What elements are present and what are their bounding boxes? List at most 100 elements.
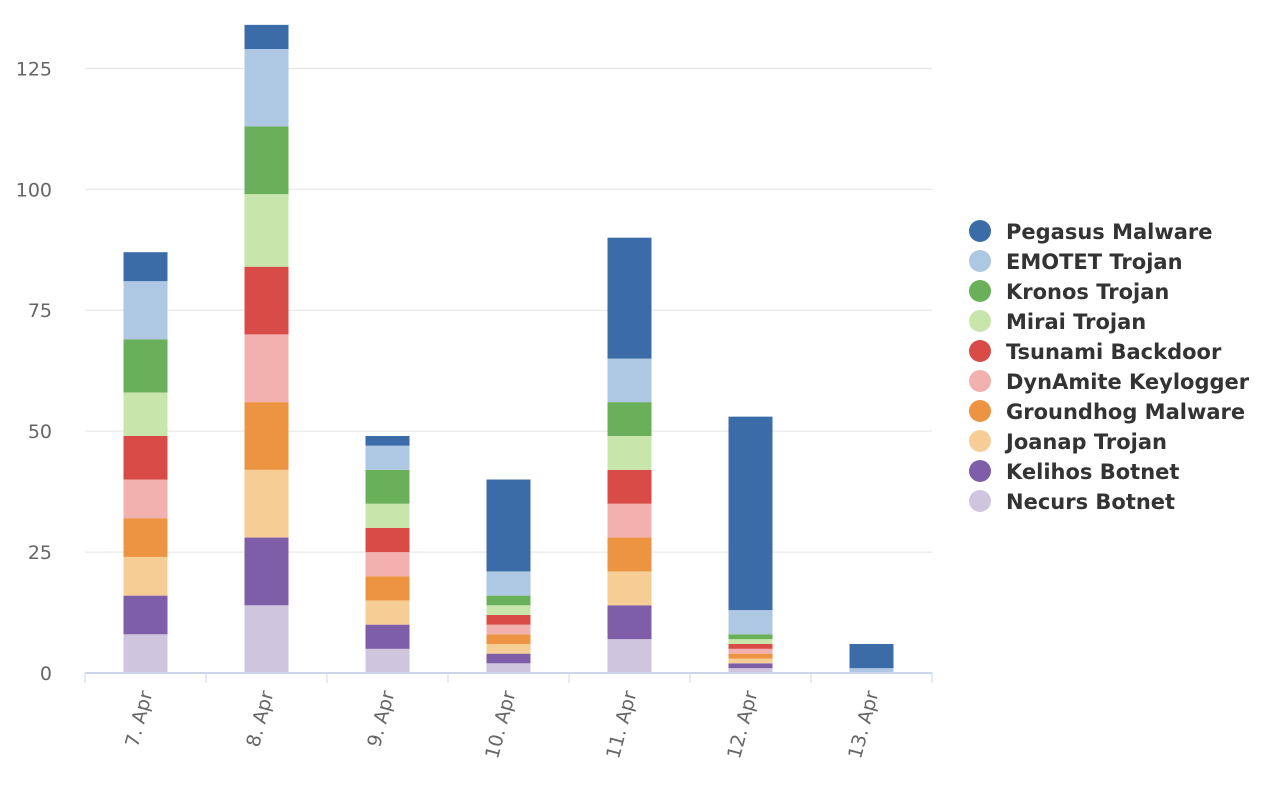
x-tick-label: 12. Apr bbox=[723, 688, 762, 761]
bar-emotet-trojan-9-apr[interactable] bbox=[365, 445, 410, 470]
bar-joanap-trojan-12-apr[interactable] bbox=[728, 658, 773, 664]
bar-kronos-trojan-11-apr[interactable] bbox=[607, 402, 652, 436]
bar-tsunami-backdoor-8-apr[interactable] bbox=[244, 266, 289, 335]
bar-groundhog-malware-12-apr[interactable] bbox=[728, 653, 773, 659]
bar-kelihos-botnet-12-apr[interactable] bbox=[728, 663, 773, 669]
x-tick-label: 7. Apr bbox=[121, 688, 157, 749]
bar-groundhog-malware-8-apr[interactable] bbox=[244, 402, 289, 470]
legend-item-dynamite-keylogger[interactable]: DynAmite Keylogger bbox=[969, 370, 1250, 394]
bar-dynamite-keylogger-12-apr[interactable] bbox=[728, 648, 773, 654]
x-tick-label: 10. Apr bbox=[481, 688, 520, 761]
bar-emotet-trojan-8-apr[interactable] bbox=[244, 49, 289, 127]
bar-joanap-trojan-10-apr[interactable] bbox=[486, 643, 531, 654]
y-tick-label: 25 bbox=[28, 542, 52, 564]
legend-label: Mirai Trojan bbox=[1006, 310, 1146, 334]
bar-necurs-botnet-9-apr[interactable] bbox=[365, 648, 410, 673]
bar-necurs-botnet-12-apr[interactable] bbox=[728, 668, 773, 673]
bar-kelihos-botnet-11-apr[interactable] bbox=[607, 605, 652, 640]
legend-marker bbox=[969, 220, 991, 242]
bar-dynamite-keylogger-9-apr[interactable] bbox=[365, 552, 410, 577]
legend-marker bbox=[969, 400, 991, 422]
bar-joanap-trojan-7-apr[interactable] bbox=[123, 556, 168, 596]
bar-tsunami-backdoor-10-apr[interactable] bbox=[486, 614, 531, 625]
bar-kelihos-botnet-10-apr[interactable] bbox=[486, 653, 531, 664]
legend-item-kelihos-botnet[interactable]: Kelihos Botnet bbox=[969, 460, 1179, 484]
legend-marker bbox=[969, 430, 991, 452]
bar-kelihos-botnet-7-apr[interactable] bbox=[123, 595, 168, 635]
legend-item-mirai-trojan[interactable]: Mirai Trojan bbox=[969, 310, 1146, 334]
bar-pegasus-malware-13-apr[interactable] bbox=[849, 643, 894, 669]
bar-pegasus-malware-9-apr[interactable] bbox=[365, 435, 410, 446]
bar-dynamite-keylogger-11-apr[interactable] bbox=[607, 503, 652, 538]
bar-mirai-trojan-10-apr[interactable] bbox=[486, 605, 531, 615]
bar-pegasus-malware-10-apr[interactable] bbox=[486, 479, 531, 572]
legend: Pegasus Malware EMOTET Trojan Kronos Troja… bbox=[969, 220, 1250, 514]
legend-marker bbox=[969, 340, 991, 362]
bar-necurs-botnet-11-apr[interactable] bbox=[607, 639, 652, 673]
bar-necurs-botnet-7-apr[interactable] bbox=[123, 634, 168, 673]
bar-pegasus-malware-12-apr[interactable] bbox=[728, 416, 773, 611]
bar-mirai-trojan-11-apr[interactable] bbox=[607, 435, 652, 470]
bar-joanap-trojan-8-apr[interactable] bbox=[244, 469, 289, 538]
legend-item-necurs-botnet[interactable]: Necurs Botnet bbox=[969, 490, 1175, 514]
bar-necurs-botnet-10-apr[interactable] bbox=[486, 663, 531, 673]
bar-dynamite-keylogger-10-apr[interactable] bbox=[486, 624, 531, 635]
bar-kronos-trojan-9-apr[interactable] bbox=[365, 469, 410, 504]
legend-label: Joanap Trojan bbox=[1004, 430, 1167, 454]
bar-kronos-trojan-7-apr[interactable] bbox=[123, 339, 168, 393]
legend-marker bbox=[969, 370, 991, 392]
bar-kelihos-botnet-9-apr[interactable] bbox=[365, 624, 410, 649]
bar-tsunami-backdoor-11-apr[interactable] bbox=[607, 469, 652, 504]
legend-label: DynAmite Keylogger bbox=[1006, 370, 1250, 394]
legend-item-tsunami-backdoor[interactable]: Tsunami Backdoor bbox=[969, 340, 1222, 364]
legend-marker bbox=[969, 280, 991, 302]
bar-dynamite-keylogger-8-apr[interactable] bbox=[244, 334, 289, 403]
legend-label: EMOTET Trojan bbox=[1006, 250, 1183, 274]
legend-marker bbox=[969, 250, 991, 272]
bar-mirai-trojan-12-apr[interactable] bbox=[728, 639, 773, 644]
bar-kronos-trojan-12-apr[interactable] bbox=[728, 634, 773, 640]
bar-mirai-trojan-8-apr[interactable] bbox=[244, 194, 289, 267]
bar-pegasus-malware-7-apr[interactable] bbox=[123, 252, 168, 282]
bar-necurs-botnet-8-apr[interactable] bbox=[244, 605, 289, 673]
legend-item-joanap-trojan[interactable]: Joanap Trojan bbox=[969, 430, 1167, 454]
bar-emotet-trojan-12-apr[interactable] bbox=[728, 610, 773, 635]
bar-joanap-trojan-11-apr[interactable] bbox=[607, 571, 652, 606]
bar-groundhog-malware-10-apr[interactable] bbox=[486, 634, 531, 644]
bar-pegasus-malware-11-apr[interactable] bbox=[607, 237, 652, 359]
bar-groundhog-malware-11-apr[interactable] bbox=[607, 537, 652, 572]
x-tick-label: 8. Apr bbox=[242, 688, 278, 749]
bar-mirai-trojan-7-apr[interactable] bbox=[123, 392, 168, 436]
gridlines bbox=[85, 67, 932, 553]
legend-item-groundhog-malware[interactable]: Groundhog Malware bbox=[969, 400, 1245, 424]
y-tick-label: 50 bbox=[28, 421, 52, 443]
bar-tsunami-backdoor-12-apr[interactable] bbox=[728, 643, 773, 649]
bar-tsunami-backdoor-9-apr[interactable] bbox=[365, 527, 410, 553]
x-tick-label: 13. Apr bbox=[844, 688, 883, 761]
legend-label: Groundhog Malware bbox=[1006, 400, 1245, 424]
y-tick-label: 125 bbox=[16, 58, 52, 80]
bar-emotet-trojan-10-apr[interactable] bbox=[486, 571, 531, 596]
bar-tsunami-backdoor-7-apr[interactable] bbox=[123, 435, 168, 480]
bar-kelihos-botnet-8-apr[interactable] bbox=[244, 537, 289, 606]
bar-emotet-trojan-11-apr[interactable] bbox=[607, 358, 652, 403]
bar-groundhog-malware-9-apr[interactable] bbox=[365, 576, 410, 601]
bar-kronos-trojan-8-apr[interactable] bbox=[244, 126, 289, 195]
bar-emotet-trojan-7-apr[interactable] bbox=[123, 281, 168, 340]
legend-item-kronos-trojan[interactable]: Kronos Trojan bbox=[969, 280, 1169, 304]
legend-item-emotet-trojan[interactable]: EMOTET Trojan bbox=[969, 250, 1183, 274]
bar-pegasus-malware-8-apr[interactable] bbox=[244, 24, 289, 50]
bar-joanap-trojan-9-apr[interactable] bbox=[365, 600, 410, 625]
bar-emotet-trojan-13-apr[interactable] bbox=[849, 668, 894, 673]
bar-mirai-trojan-9-apr[interactable] bbox=[365, 503, 410, 528]
legend-label: Necurs Botnet bbox=[1006, 490, 1175, 514]
y-tick-label: 0 bbox=[40, 663, 52, 685]
legend-item-pegasus-malware[interactable]: Pegasus Malware bbox=[969, 220, 1213, 244]
bar-kronos-trojan-10-apr[interactable] bbox=[486, 595, 531, 606]
legend-label: Pegasus Malware bbox=[1006, 220, 1213, 244]
bar-groundhog-malware-7-apr[interactable] bbox=[123, 518, 168, 557]
bar-dynamite-keylogger-7-apr[interactable] bbox=[123, 479, 168, 519]
legend-label: Tsunami Backdoor bbox=[1006, 340, 1222, 364]
y-tick-label: 75 bbox=[28, 300, 52, 322]
